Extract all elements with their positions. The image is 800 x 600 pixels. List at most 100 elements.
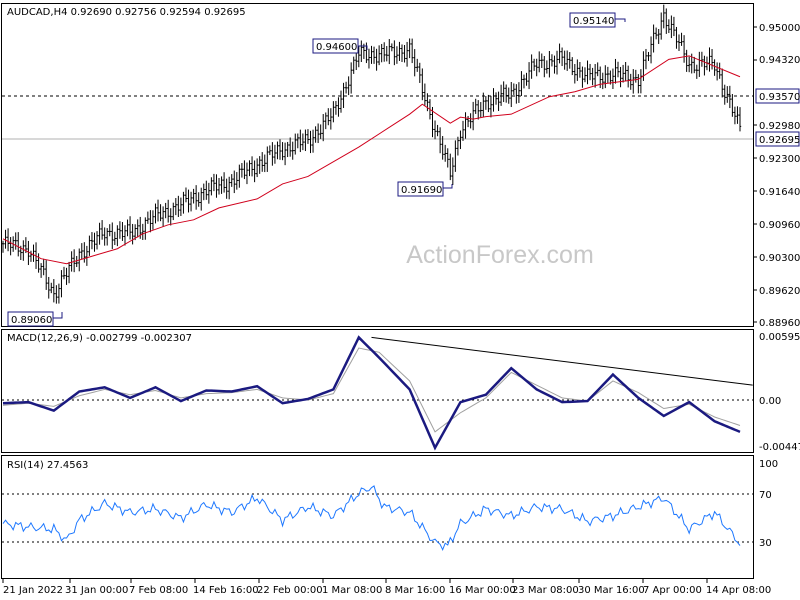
price-candle xyxy=(471,101,475,131)
annotation-high-0.94600: 0.94600 xyxy=(312,38,368,54)
price-candle xyxy=(268,145,272,156)
price-candle xyxy=(461,120,465,141)
price-candle xyxy=(708,47,711,72)
price-tick-label: 0.90960 xyxy=(759,220,800,231)
price-panel-header: AUDCAD,H4 0.92690 0.92756 0.92594 0.9269… xyxy=(7,7,246,18)
price-candle xyxy=(215,174,218,198)
price-candle xyxy=(52,279,56,303)
price-candle xyxy=(375,48,378,71)
price-candle xyxy=(606,66,610,84)
price-candle xyxy=(121,222,124,241)
price-candle xyxy=(431,106,434,138)
price-candle xyxy=(510,81,513,108)
price-candle xyxy=(680,32,683,46)
price-tick-label: 0.92300 xyxy=(759,154,800,165)
price-tick-label: 0.95000 xyxy=(759,23,800,34)
price-candle xyxy=(675,26,678,49)
price-candle xyxy=(616,61,620,78)
price-candle xyxy=(93,232,96,252)
price-candle xyxy=(634,69,638,83)
price-candle xyxy=(283,142,287,166)
price-candle xyxy=(95,231,99,250)
annotation-box xyxy=(7,311,54,327)
price-candle xyxy=(172,202,175,221)
price-candle xyxy=(492,88,495,112)
price-candle xyxy=(377,45,381,66)
price-candle xyxy=(42,258,45,276)
annotation-box xyxy=(569,12,616,28)
price-candle xyxy=(665,8,668,34)
price-candle xyxy=(466,115,470,128)
rsi-panel-header: RSI(14) 27.4563 xyxy=(7,460,88,471)
price-candle xyxy=(479,102,482,118)
price-candle xyxy=(177,195,180,218)
price-panel-frame xyxy=(1,3,754,327)
price-candle xyxy=(243,160,246,180)
time-tick-label: 7 Feb 08:00 xyxy=(129,585,188,596)
price-candle xyxy=(619,66,622,88)
price-candle xyxy=(517,82,521,103)
price-candle xyxy=(403,45,406,63)
price-candle xyxy=(32,244,35,262)
price-candle xyxy=(67,261,71,284)
macd-tick-label: -0.004477 xyxy=(759,442,800,453)
price-candle xyxy=(593,64,597,88)
price-candle xyxy=(380,43,383,63)
price-candle xyxy=(85,245,89,266)
price-candle xyxy=(169,208,172,226)
price-candle xyxy=(565,50,569,71)
price-candle xyxy=(693,56,696,74)
price-candle xyxy=(469,113,472,129)
price-candle xyxy=(657,28,660,44)
price-candle xyxy=(698,51,701,77)
price-candle xyxy=(80,243,83,260)
price-candle xyxy=(550,54,554,67)
price-candle xyxy=(560,47,564,67)
price-candle xyxy=(629,73,632,90)
price-candle xyxy=(489,95,493,118)
time-tick-label: 30 Mar 16:00 xyxy=(578,585,645,596)
price-candle xyxy=(90,232,94,250)
price-candle xyxy=(212,173,216,192)
price-candle xyxy=(17,232,20,257)
price-candle xyxy=(449,153,452,181)
price-candle xyxy=(545,60,549,74)
price-candle xyxy=(540,53,543,69)
annotation-label: 0.91690 xyxy=(401,185,442,196)
price-candle xyxy=(75,255,78,268)
price-candle xyxy=(728,85,732,109)
price-candle xyxy=(131,223,134,245)
price-candle xyxy=(205,180,208,200)
price-candle xyxy=(327,108,330,126)
price-candle xyxy=(222,172,226,193)
time-tick-label: 31 Jan 00:00 xyxy=(65,585,128,596)
price-candle xyxy=(39,263,43,278)
price-candle xyxy=(446,148,449,168)
price-candle xyxy=(535,58,538,77)
rsi-line xyxy=(2,485,741,551)
price-candle xyxy=(253,160,256,183)
price-candle xyxy=(507,87,510,104)
level-price-box: 0.93570 xyxy=(755,88,800,104)
price-candle xyxy=(454,140,457,172)
price-candle xyxy=(438,127,442,154)
price-candle xyxy=(441,136,444,160)
price-candle xyxy=(504,84,508,103)
price-candle xyxy=(360,40,363,63)
time-tick-label: 23 Mar 08:00 xyxy=(512,585,579,596)
price-candle xyxy=(128,216,132,240)
price-candle xyxy=(578,61,582,78)
price-candle xyxy=(98,222,101,245)
price-candle xyxy=(344,81,348,94)
level-price-box-label: 0.93570 xyxy=(759,92,800,103)
price-candle xyxy=(156,199,160,222)
annotation-connector xyxy=(53,312,63,319)
price-candle xyxy=(337,97,340,117)
price-candle xyxy=(304,129,307,152)
price-candle xyxy=(687,56,691,73)
price-candle xyxy=(296,133,299,149)
price-candle xyxy=(133,224,137,241)
price-candle xyxy=(484,96,488,110)
price-candle xyxy=(230,174,233,187)
